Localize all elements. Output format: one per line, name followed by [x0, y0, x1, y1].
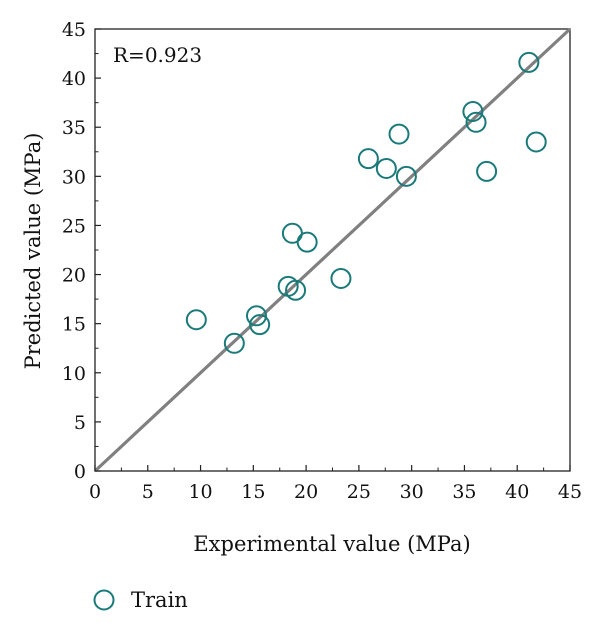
- data-point-train: [518, 51, 540, 73]
- data-points: [185, 51, 547, 354]
- x-tick-label: 15: [241, 481, 265, 503]
- y-tick-label: 25: [62, 215, 86, 237]
- y-tick-label: 10: [62, 363, 86, 385]
- y-tick-label: 45: [62, 19, 86, 41]
- x-tick-label: 5: [142, 481, 154, 503]
- identity-line-group: [93, 27, 572, 473]
- x-tick-label: 25: [347, 481, 371, 503]
- y-tick-label: 35: [62, 117, 86, 139]
- x-tick-label: 40: [505, 481, 529, 503]
- data-point-train: [223, 332, 245, 354]
- data-point-train: [476, 160, 498, 182]
- x-tick-label: 30: [400, 481, 424, 503]
- y-tick-label: 15: [62, 314, 86, 336]
- x-axis-title: Experimental value (MPa): [193, 532, 470, 556]
- data-point-train: [285, 279, 307, 301]
- x-axis-ticks: 0 5 10 15 20 25 30 35 40 45: [89, 465, 582, 503]
- data-point-train: [246, 305, 267, 327]
- x-tick-label: 0: [89, 481, 101, 503]
- data-point-train: [249, 314, 271, 336]
- data-point-train: [462, 101, 484, 123]
- y-tick-label: 20: [62, 265, 86, 287]
- y-axis-title: Predicted value (MPa): [21, 133, 45, 370]
- y-tick-label: 5: [74, 412, 86, 434]
- legend-marker-train: [93, 589, 115, 611]
- y-axis-ticks: 0 5 10 15 20 25 30 35 40 45: [62, 19, 101, 483]
- r-value-annotation: R=0.923: [113, 43, 202, 67]
- x-tick-label: 10: [188, 481, 212, 503]
- data-point-train: [388, 123, 410, 145]
- y-tick-label: 40: [62, 68, 86, 90]
- identity-line: [93, 27, 572, 473]
- data-point-train: [185, 309, 207, 331]
- data-point-train: [395, 165, 417, 187]
- legend-label-train: Train: [131, 588, 188, 612]
- data-point-train: [296, 231, 318, 253]
- data-point-train: [357, 148, 379, 170]
- data-point-train: [281, 222, 303, 244]
- y-tick-label: 30: [62, 166, 86, 188]
- data-point-train: [330, 267, 352, 289]
- y-tick-label: 0: [74, 461, 86, 483]
- data-point-train: [465, 111, 487, 133]
- x-tick-label: 45: [558, 481, 582, 503]
- x-tick-label: 20: [294, 481, 318, 503]
- legend: Train: [93, 588, 188, 612]
- x-tick-label: 35: [452, 481, 476, 503]
- data-point-train: [525, 131, 547, 153]
- data-point-train: [375, 157, 397, 179]
